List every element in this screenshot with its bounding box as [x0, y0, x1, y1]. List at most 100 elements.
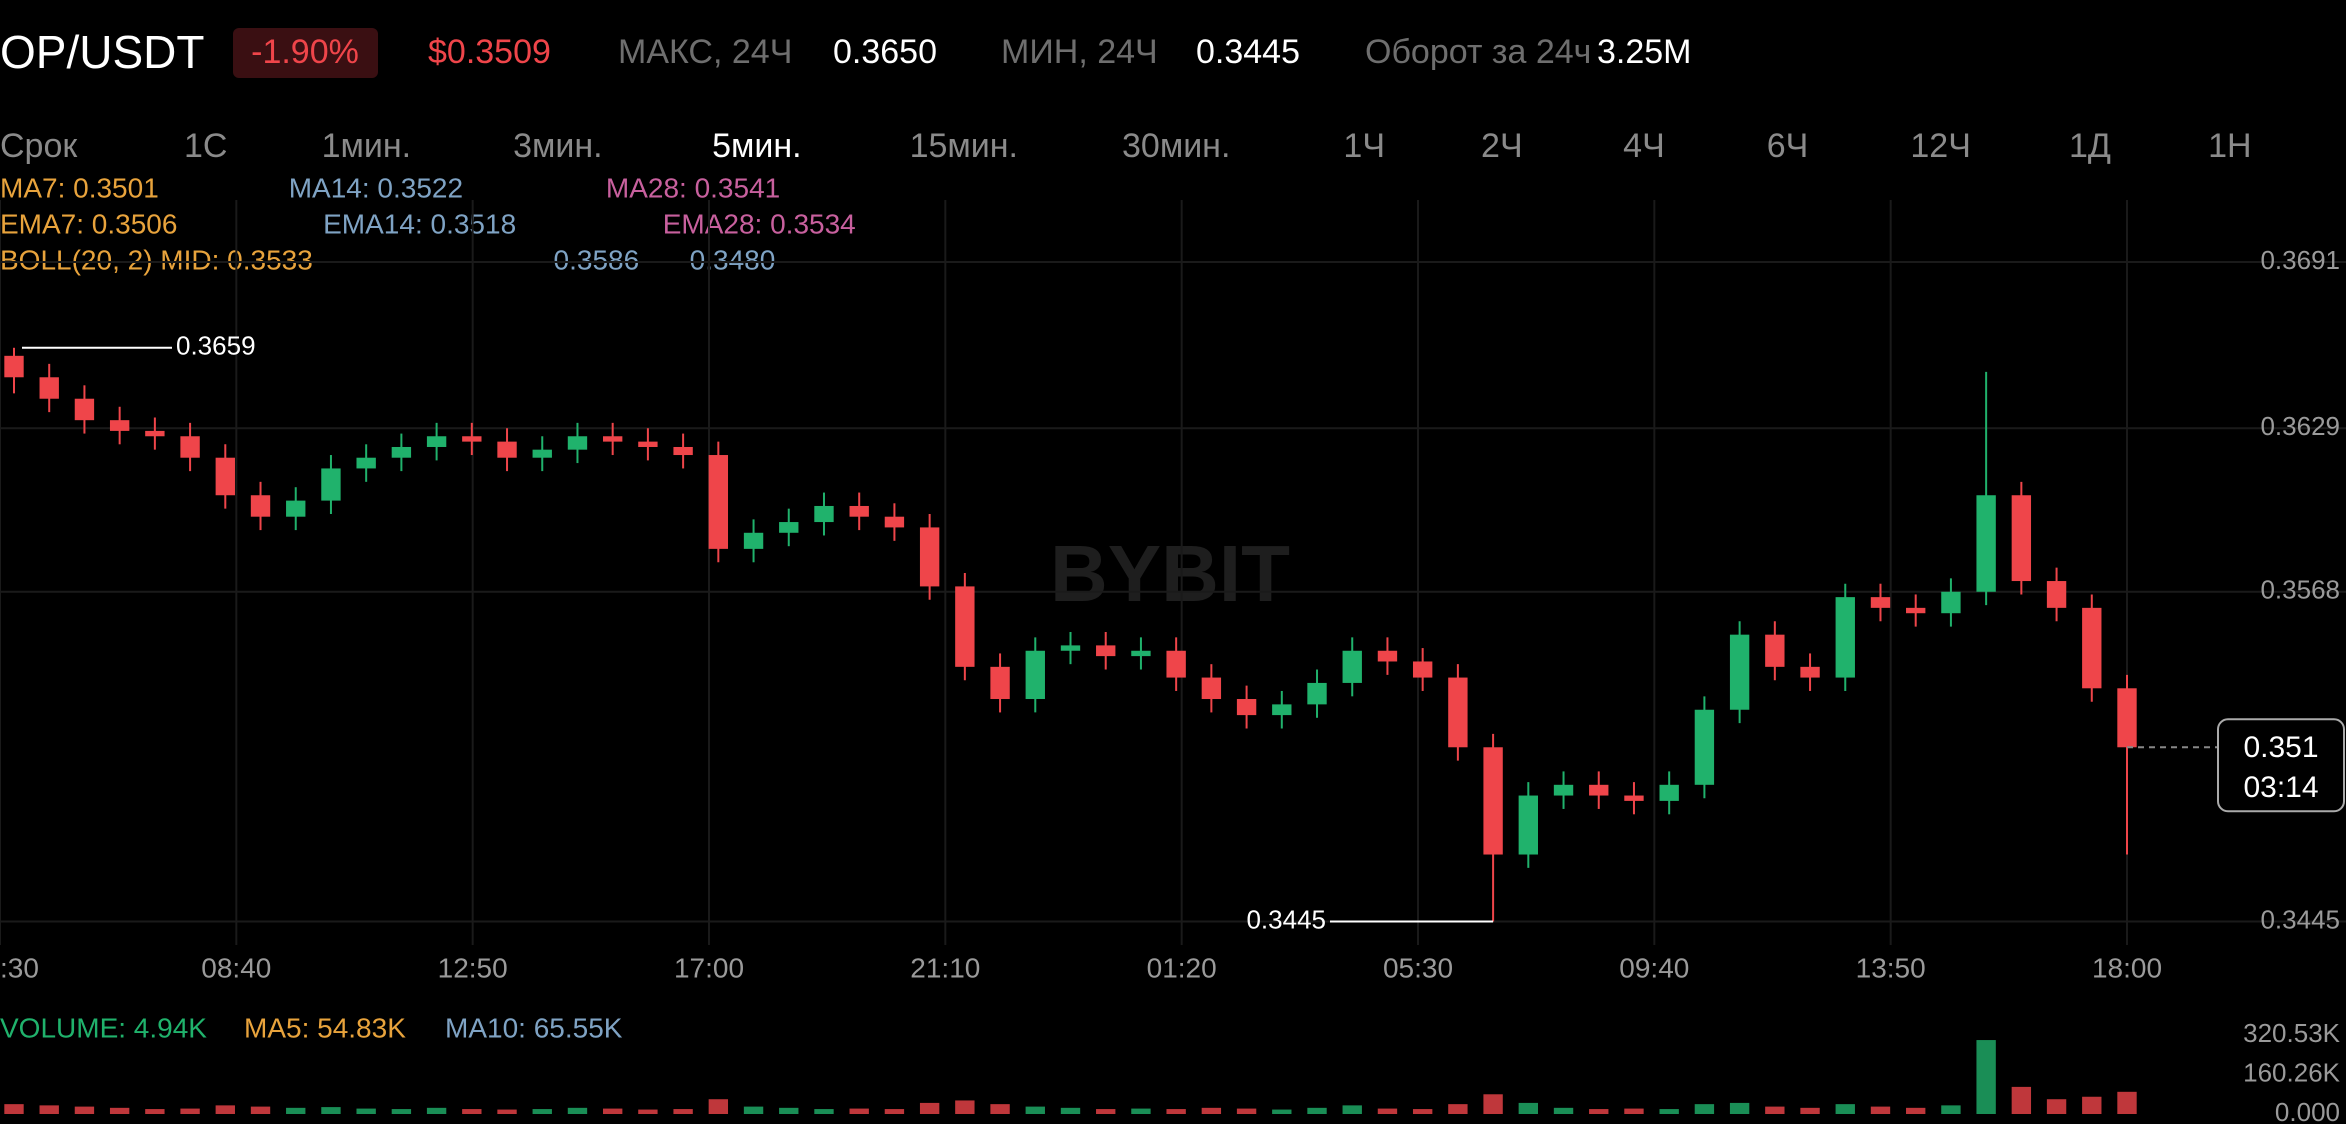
candle-body: [1941, 591, 1961, 614]
volume-bar: [462, 1109, 482, 1114]
candle-body: [39, 377, 59, 399]
volume-bar: [1166, 1109, 1186, 1114]
candle-body: [1765, 634, 1785, 667]
volume-bar: [1870, 1106, 1891, 1114]
volume-bar: [1976, 1040, 1996, 1114]
volume-bar: [1342, 1105, 1362, 1114]
candle-body: [1835, 597, 1855, 678]
candle-body: [532, 449, 552, 458]
candle-body: [462, 436, 482, 442]
candle-body: [145, 430, 165, 437]
volume-bar: [1236, 1108, 1257, 1114]
volume-bar: [1800, 1107, 1820, 1114]
candle-body: [2011, 495, 2032, 582]
indicator-value: 0.3586: [554, 244, 640, 275]
candle-body: [673, 446, 693, 456]
volume-bar: [743, 1106, 764, 1114]
candle-body: [356, 457, 376, 469]
timeframe-tab[interactable]: 1С: [184, 127, 227, 165]
candle-body: [1589, 784, 1609, 796]
last-price: 0.351: [2243, 731, 2318, 764]
x-tick-label: 21:10: [910, 952, 980, 983]
volume-bar: [1412, 1109, 1433, 1114]
candle-body: [1800, 666, 1820, 678]
candle-body: [1553, 784, 1574, 796]
volume-bar: [1694, 1104, 1715, 1114]
timeframe-tab[interactable]: 1Д: [2069, 127, 2111, 165]
volume-bar: [321, 1107, 341, 1114]
volume-bar: [250, 1106, 271, 1114]
candle-body: [1694, 709, 1715, 785]
candle-body: [779, 522, 799, 533]
candle-body: [1272, 704, 1292, 716]
stat-label: МАКС, 24Ч: [618, 33, 792, 71]
timeframe-tab[interactable]: 5мин.: [712, 127, 802, 165]
volume-bar: [1906, 1107, 1926, 1114]
volume-bar: [673, 1109, 693, 1114]
volume-bar: [638, 1109, 658, 1114]
candle-body: [1448, 677, 1468, 748]
volume-bar: [39, 1105, 59, 1114]
candle-body: [1377, 650, 1398, 662]
volume-tick-label: 320.53K: [2243, 1018, 2341, 1048]
y-tick-label: 0.3691: [2260, 245, 2340, 275]
timeframe-tab[interactable]: 2Ч: [1481, 127, 1523, 165]
volume-bar: [1941, 1105, 1961, 1114]
candle-body: [1412, 661, 1433, 678]
indicator-value: MA28: 0.3541: [606, 172, 780, 203]
timeframe-tab[interactable]: 1мин.: [322, 127, 412, 165]
candle-body: [497, 441, 517, 458]
volume-bar: [2082, 1096, 2102, 1114]
candle-body: [4, 355, 24, 378]
volume-legend: VOLUME: 4.94K: [0, 1012, 207, 1043]
volume-bar: [2011, 1086, 2032, 1114]
volume-bar: [1659, 1109, 1679, 1114]
candle-body: [1166, 650, 1186, 678]
volume-bar: [1307, 1107, 1327, 1114]
volume-tick-label: 0.000: [2275, 1097, 2340, 1124]
volume-bar: [1624, 1108, 1644, 1114]
candle-body: [1236, 699, 1257, 716]
volume-bar: [1518, 1102, 1539, 1114]
timeframe-tab[interactable]: 1Ч: [1343, 127, 1385, 165]
candle-body: [2082, 607, 2102, 689]
volume-bar: [109, 1107, 130, 1114]
volume-bar: [990, 1104, 1010, 1114]
volume-bar: [1060, 1107, 1081, 1114]
indicator-value: 0.3480: [690, 244, 776, 275]
stat-value: 0.3445: [1196, 33, 1300, 71]
candle-body: [1025, 650, 1045, 700]
timeframe-tab[interactable]: 1Н: [2208, 127, 2251, 165]
volume-bar: [919, 1102, 940, 1114]
candle-body: [286, 500, 306, 517]
volume-bar: [849, 1108, 869, 1114]
volume-bar: [4, 1104, 24, 1114]
timeframe-tab[interactable]: Срок: [0, 127, 78, 165]
indicator-value: EMA7: 0.3506: [0, 208, 177, 239]
indicator-value: MA14: 0.3522: [289, 172, 463, 203]
x-tick-label: :30: [0, 952, 39, 983]
timeframe-tab[interactable]: 3мин.: [513, 127, 603, 165]
timeframe-tab[interactable]: 12Ч: [1910, 127, 1970, 165]
candle-body: [1201, 677, 1222, 700]
indicator-value: EMA28: 0.3534: [663, 208, 856, 239]
timeframe-tab[interactable]: 15мин.: [910, 127, 1018, 165]
change-badge: [233, 28, 378, 78]
indicator-value: BOLL(20, 2) MID: 0.3533: [0, 244, 313, 275]
volume-bar: [1553, 1107, 1574, 1114]
timeframe-tab[interactable]: 6Ч: [1767, 127, 1809, 165]
volume-bar: [814, 1109, 834, 1114]
y-tick-label: 0.3568: [2260, 575, 2340, 605]
candle-body: [1307, 682, 1327, 705]
volume-bar: [1201, 1107, 1222, 1114]
candle-body: [391, 446, 412, 458]
timeframe-tab[interactable]: 4Ч: [1623, 127, 1665, 165]
stat-label: Оборот за 24ч: [1365, 33, 1591, 71]
timeframe-tab[interactable]: 30мин.: [1122, 127, 1230, 165]
volume-bar: [215, 1105, 235, 1114]
change: -1.90%: [251, 33, 359, 71]
x-tick-label: 01:20: [1147, 952, 1217, 983]
candle-body: [849, 505, 869, 517]
volume-bar: [1729, 1102, 1750, 1114]
